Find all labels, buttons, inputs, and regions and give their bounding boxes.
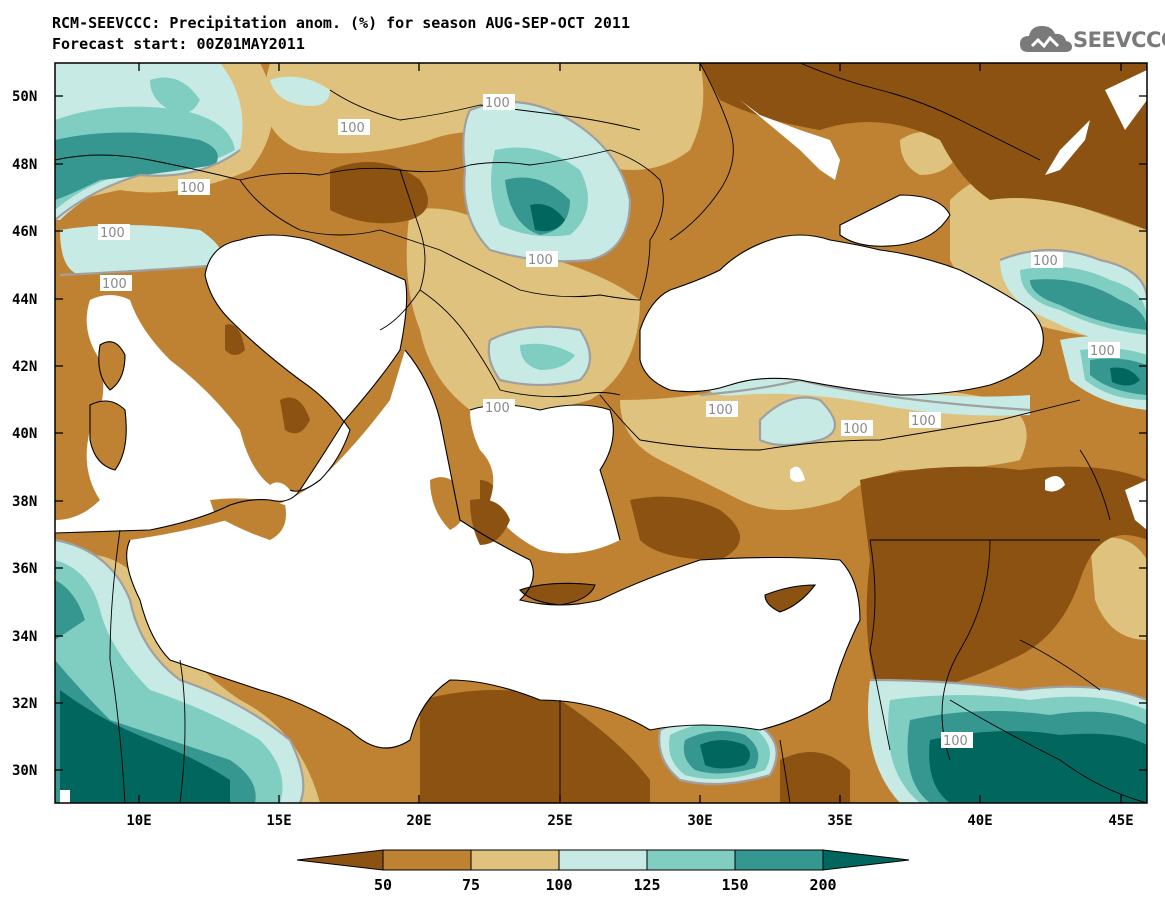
contour-label: 100 bbox=[708, 403, 733, 418]
contour-label: 100 bbox=[100, 226, 125, 241]
contour-labels: 100 100 100 100 100 100 100 100 100 100 … bbox=[98, 94, 1120, 749]
colorbar-label: 200 bbox=[809, 876, 836, 894]
lat-label: 30N bbox=[12, 763, 37, 779]
coastlines bbox=[55, 194, 1044, 749]
colorbar-label: 150 bbox=[721, 876, 748, 894]
contour-label: 100 bbox=[180, 181, 205, 196]
lat-label: 48N bbox=[12, 157, 37, 173]
colorbar-lt50 bbox=[296, 849, 384, 871]
contour-label: 100 bbox=[102, 277, 127, 292]
colorbar-125-150 bbox=[646, 849, 736, 871]
contour-label: 100 bbox=[1033, 254, 1058, 269]
lon-label: 10E bbox=[126, 813, 151, 829]
lon-label: 15E bbox=[266, 813, 291, 829]
map-title: RCM-SEEVCCC: Precipitation anom. (%) for… bbox=[52, 14, 630, 32]
colorbar-75-100 bbox=[470, 849, 560, 871]
lat-label: 38N bbox=[12, 494, 37, 510]
colorbar-label: 100 bbox=[545, 876, 572, 894]
colorbar-150-200 bbox=[734, 849, 824, 871]
lat-label: 40N bbox=[12, 426, 37, 442]
field-gt200 bbox=[60, 204, 1147, 803]
contour-label: 100 bbox=[340, 121, 365, 136]
contour-label: 100 bbox=[943, 734, 968, 749]
colorbar-100-125 bbox=[558, 849, 648, 871]
longitude-axis: 10E 15E 20E 25E 30E 35E 40E 45E bbox=[126, 63, 1134, 829]
colorbar-gt200 bbox=[822, 849, 910, 871]
colorbar-50-75 bbox=[382, 849, 472, 871]
colorbar-label: 50 bbox=[374, 876, 392, 894]
lat-label: 32N bbox=[12, 696, 37, 712]
sea-mask bbox=[55, 70, 1147, 803]
lat-label: 50N bbox=[12, 89, 37, 105]
colorbar-label: 75 bbox=[462, 876, 480, 894]
lat-label: 46N bbox=[12, 224, 37, 240]
anomaly-field: 100 100 100 100 100 100 100 100 100 100 … bbox=[55, 63, 1147, 803]
lat-label: 36N bbox=[12, 561, 37, 577]
lat-label: 34N bbox=[12, 629, 37, 645]
latitude-axis: 50N 48N 46N 44N 42N 40N 38N 36N 34N 32N … bbox=[12, 89, 1147, 779]
lon-label: 25E bbox=[547, 813, 572, 829]
lon-label: 20E bbox=[406, 813, 431, 829]
contour-label: 100 bbox=[528, 253, 553, 268]
islands bbox=[90, 341, 815, 612]
lon-label: 30E bbox=[687, 813, 712, 829]
contour-label: 100 bbox=[911, 414, 936, 429]
lon-label: 35E bbox=[827, 813, 852, 829]
contour-label: 100 bbox=[485, 401, 510, 416]
contour-100 bbox=[55, 100, 1147, 803]
lon-label: 45E bbox=[1108, 813, 1133, 829]
forecast-start-label: Forecast start: 00Z01MAY2011 bbox=[52, 35, 305, 53]
lon-label: 40E bbox=[967, 813, 992, 829]
colorbar: 50 75 100 125 150 200 bbox=[296, 849, 910, 894]
colorbar-label: 125 bbox=[633, 876, 660, 894]
seevccc-logo: SEEVCCC bbox=[1018, 20, 1165, 60]
contour-label: 100 bbox=[485, 96, 510, 111]
lat-label: 44N bbox=[12, 292, 37, 308]
lat-label: 42N bbox=[12, 359, 37, 375]
contour-label: 100 bbox=[843, 422, 868, 437]
cloud-icon bbox=[1020, 26, 1072, 52]
country-borders bbox=[55, 63, 1147, 803]
logo-text: SEEVCCC bbox=[1073, 28, 1165, 52]
contour-label: 100 bbox=[1090, 344, 1115, 359]
